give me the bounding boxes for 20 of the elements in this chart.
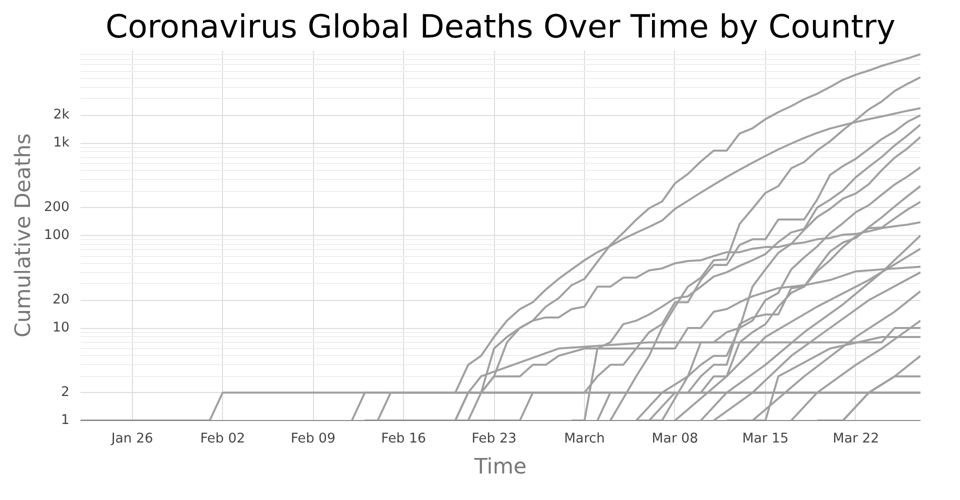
y-tick-label: 200 xyxy=(44,200,70,216)
x-axis-title: Time xyxy=(473,454,527,480)
x-tick-label: Mar 15 xyxy=(742,432,789,446)
y-tick-label: 20 xyxy=(52,292,70,308)
x-tick-label: Feb 23 xyxy=(472,432,516,446)
x-tick-label: Feb 09 xyxy=(290,432,336,446)
x-tick-label: Mar 08 xyxy=(652,432,698,446)
y-tick-label: 2 xyxy=(61,385,70,400)
y-tick-label: 1k xyxy=(53,136,70,150)
x-tick-label: Feb 02 xyxy=(200,432,246,446)
x-tick-label: Feb 16 xyxy=(381,432,426,446)
x-tick-label: Mar 22 xyxy=(832,432,880,446)
y-tick-label: 2k xyxy=(53,108,70,123)
y-axis-title: Cumulative Deaths xyxy=(11,133,36,338)
y-tick-label: 100 xyxy=(44,228,70,243)
chart-title: Coronavirus Global Deaths Over Time by Country xyxy=(106,8,896,46)
x-tick-label: Jan 26 xyxy=(110,432,154,446)
y-tick-label: 1 xyxy=(61,413,70,428)
x-tick-label: March xyxy=(564,432,605,446)
y-tick-label: 10 xyxy=(52,320,70,336)
